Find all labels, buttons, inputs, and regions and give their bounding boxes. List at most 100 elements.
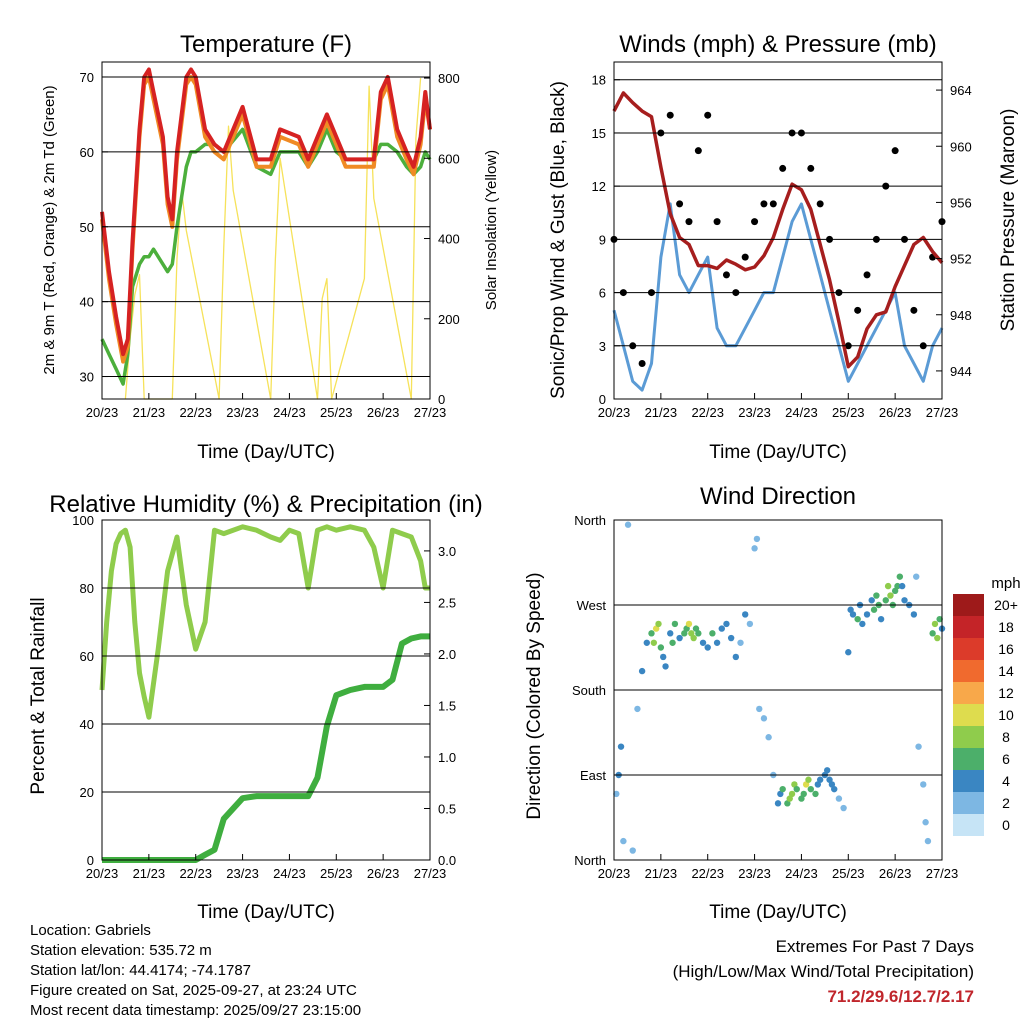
gust-point [816,200,824,208]
legend-swatch [953,792,984,814]
direction-point [713,639,721,646]
direction-point [896,573,904,580]
direction-point [704,644,711,651]
winds-ytick-label: 12 [592,179,606,194]
direction-point [662,663,669,670]
legend-swatch [953,770,984,792]
winds-xtick-label: 27/23 [926,405,959,420]
gust-point [741,253,749,261]
direction-point [638,667,646,675]
direction-point [671,620,679,628]
winds-xtick-label: 23/23 [738,405,771,420]
temperature-ytick-label: 30 [80,370,94,385]
temperature-right-ytick-label: 400 [438,232,460,247]
direction-point [922,819,929,826]
direction-point [786,795,793,802]
humidity-xtick-label: 20/23 [86,866,119,881]
temperature-panel: Temperature (F) 30 40 50 60 70 0 200 400 600 800 2… [41,31,500,463]
gust-point [910,306,918,314]
direction-point [877,615,885,623]
humidity-xtick-label: 25/23 [320,866,353,881]
legend-swatch [953,726,984,748]
gust-point [694,147,702,155]
humidity-xlabel: Time (Day/UTC) [197,902,335,923]
figure-created: Figure created on Sat, 2025-09-27, at 23… [30,982,357,999]
direction-point [816,776,824,783]
winds-xtick-label: 24/23 [785,405,818,420]
legend-swatch [953,638,984,660]
direction-ylabel-left: Direction (Colored By Speed) [524,572,545,819]
winds-xtick-label: 22/23 [691,405,724,420]
direction-ytick-label: West [577,598,607,613]
direction-point [753,535,761,543]
winds-axes: 0 3 6 9 12 15 18 944 948 952 956 960 964 20/23 21/23 22… [592,73,972,420]
direction-point [870,606,878,613]
legend-label: 6 [1002,751,1010,767]
direction-point [859,620,866,628]
gust-point [722,271,730,279]
direction-point [882,597,889,604]
humidity-right-ytick-label: 1.0 [438,750,456,765]
direction-point [629,847,636,854]
direction-point [756,705,763,713]
winds-xtick-label: 26/23 [879,405,912,420]
direction-point [667,630,674,637]
direction-point [868,597,875,604]
temperature-ytick-label: 60 [80,145,94,160]
direction-point [913,573,920,580]
direction-point [692,625,700,632]
gust-point [760,200,768,208]
humidity-ytick-label: 80 [80,581,94,596]
legend-label: 14 [998,663,1014,679]
direction-ytick-label: East [580,768,606,783]
legend-label: 4 [1002,773,1010,789]
humidity-panel: Relative Humidity (%) & Precipitation (i… [28,491,483,923]
humidity-right-ytick-label: 1.5 [438,698,456,713]
direction-point [884,582,892,590]
direction-point [695,630,702,637]
direction-point [784,800,791,807]
humidity-axes: 0 20 40 60 80 100 0.0 0.5 1.0 1.5 2.0 2.5 3.0 20/23 21… [72,513,456,881]
gust-point [666,111,674,119]
humidity-right-ytick-label: 0.0 [438,853,456,868]
temp-2m-line [100,67,432,357]
direction-point [845,649,852,656]
direction-point [613,790,620,798]
direction-xtick-label: 20/23 [598,866,631,881]
direction-point [688,630,695,637]
direction-title: Wind Direction [700,483,856,510]
direction-point [718,625,725,632]
direction-point [814,781,822,788]
humidity-ylabel-left: Percent & Total Rainfall [28,597,49,794]
direction-point [774,800,782,807]
direction-point [812,790,819,798]
temperature-ytick-label: 50 [80,220,94,235]
extremes-values: 71.2/29.6/12.7/2.17 [827,987,974,1006]
humidity-right-ytick-label: 0.5 [438,801,456,816]
temperature-frame [101,61,431,400]
winds-right-ytick-label: 944 [950,364,972,379]
legend-title: mph [991,575,1020,592]
direction-point [737,639,744,646]
legend-swatch [953,814,984,836]
direction-point [934,634,941,642]
humidity-xtick-label: 27/23 [414,866,447,881]
humidity-xtick-label: 26/23 [367,866,400,881]
direction-point [657,644,665,651]
direction-point [760,715,768,722]
direction-point [634,705,641,713]
direction-point [873,592,880,599]
pressure-line [612,91,944,369]
temperature-xtick-label: 23/23 [226,405,259,420]
humidity-ytick-label: 0 [87,853,94,868]
direction-xtick-label: 26/23 [879,866,912,881]
direction-point [723,620,730,628]
legend-label: 0 [1002,817,1010,833]
legend-label: 20+ [994,597,1018,613]
direction-point [891,587,899,595]
gust-point [751,218,759,226]
temperature-xtick-label: 22/23 [179,405,212,420]
legend-label: 16 [998,641,1014,657]
winds-xtick-label: 25/23 [832,405,865,420]
